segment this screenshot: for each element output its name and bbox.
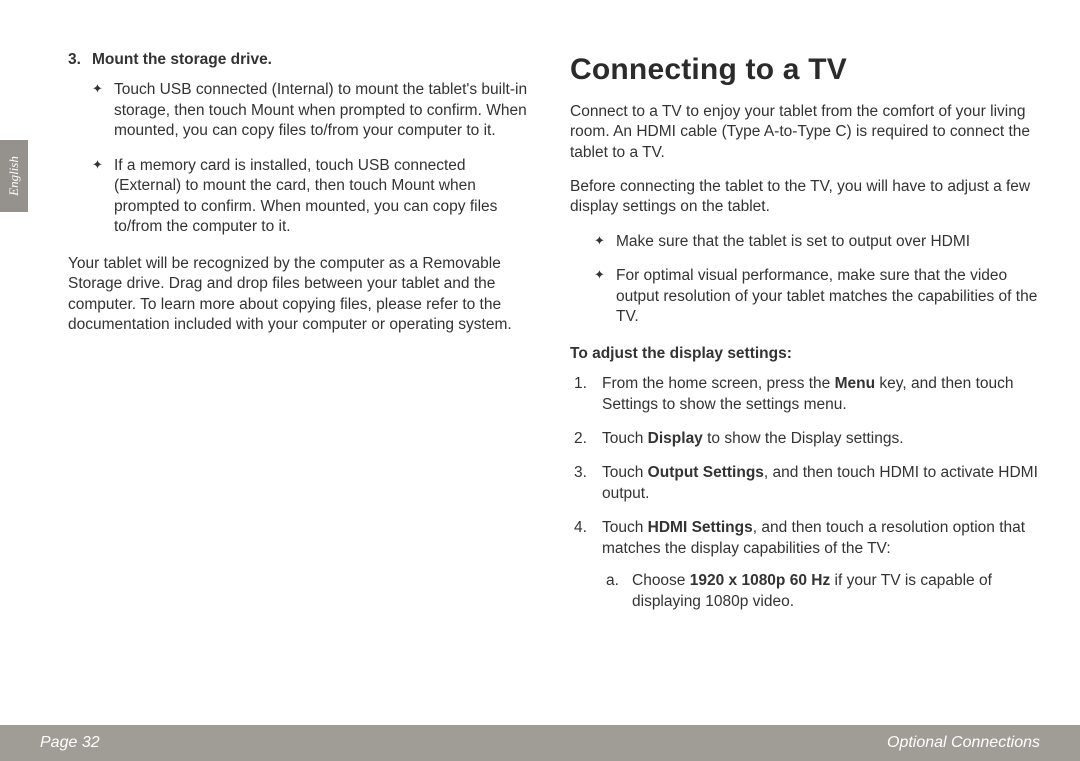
footer-page-number: Page 32	[40, 734, 100, 752]
list-item: From the home screen, press the Menu key…	[570, 374, 1038, 415]
language-tab-label: English	[6, 156, 22, 196]
intro-para: Before connecting the tablet to the TV, …	[570, 177, 1038, 218]
content-columns: 3.Mount the storage drive. Touch USB con…	[68, 50, 1040, 690]
step-heading: 3.Mount the storage drive.	[68, 50, 536, 70]
section-title: Connecting to a TV	[570, 50, 1038, 90]
list-item: Touch Output Settings, and then touch HD…	[570, 463, 1038, 504]
left-column: 3.Mount the storage drive. Touch USB con…	[68, 50, 536, 690]
list-item: Touch HDMI Settings, and then touch a re…	[570, 518, 1038, 612]
footer-section-name: Optional Connections	[887, 734, 1040, 752]
step-text-pre: Touch	[602, 430, 648, 447]
language-tab: English	[0, 140, 28, 212]
step-text-bold: Menu	[835, 375, 875, 392]
sub-heading: To adjust the display settings:	[570, 344, 1038, 364]
manual-page: English 3.Mount the storage drive. Touch…	[0, 0, 1080, 761]
right-bullet-list: Make sure that the tablet is set to outp…	[570, 232, 1038, 328]
list-item: Choose 1920 x 1080p 60 Hz if your TV is …	[602, 571, 1038, 612]
list-item: Touch USB connected (Internal) to mount …	[92, 80, 536, 141]
step-text-bold: Display	[648, 430, 703, 447]
step-text-pre: Touch	[602, 519, 648, 536]
left-bullet-list: Touch USB connected (Internal) to mount …	[68, 80, 536, 237]
right-column: Connecting to a TV Connect to a TV to en…	[570, 50, 1038, 690]
step-text-post: to show the Display settings.	[703, 430, 904, 447]
step-text-pre: From the home screen, press the	[602, 375, 835, 392]
list-item: If a memory card is installed, touch USB…	[92, 156, 536, 238]
substep-bold: 1920 x 1080p 60 Hz	[690, 572, 830, 589]
list-item: Touch Display to show the Display settin…	[570, 429, 1038, 449]
intro-para: Connect to a TV to enjoy your tablet fro…	[570, 102, 1038, 163]
page-footer: Page 32 Optional Connections	[0, 725, 1080, 761]
substep-pre: Choose	[632, 572, 690, 589]
step-number: 3.	[68, 50, 92, 70]
list-item: Make sure that the tablet is set to outp…	[594, 232, 1038, 252]
alpha-sublist: Choose 1920 x 1080p 60 Hz if your TV is …	[602, 571, 1038, 612]
closing-paragraph: Your tablet will be recognized by the co…	[68, 254, 536, 336]
step-text-bold: HDMI Settings	[648, 519, 753, 536]
step-title: Mount the storage drive.	[92, 51, 272, 68]
list-item: For optimal visual performance, make sur…	[594, 266, 1038, 327]
numbered-steps: From the home screen, press the Menu key…	[570, 374, 1038, 612]
step-text-pre: Touch	[602, 464, 648, 481]
step-text-bold: Output Settings	[648, 464, 764, 481]
